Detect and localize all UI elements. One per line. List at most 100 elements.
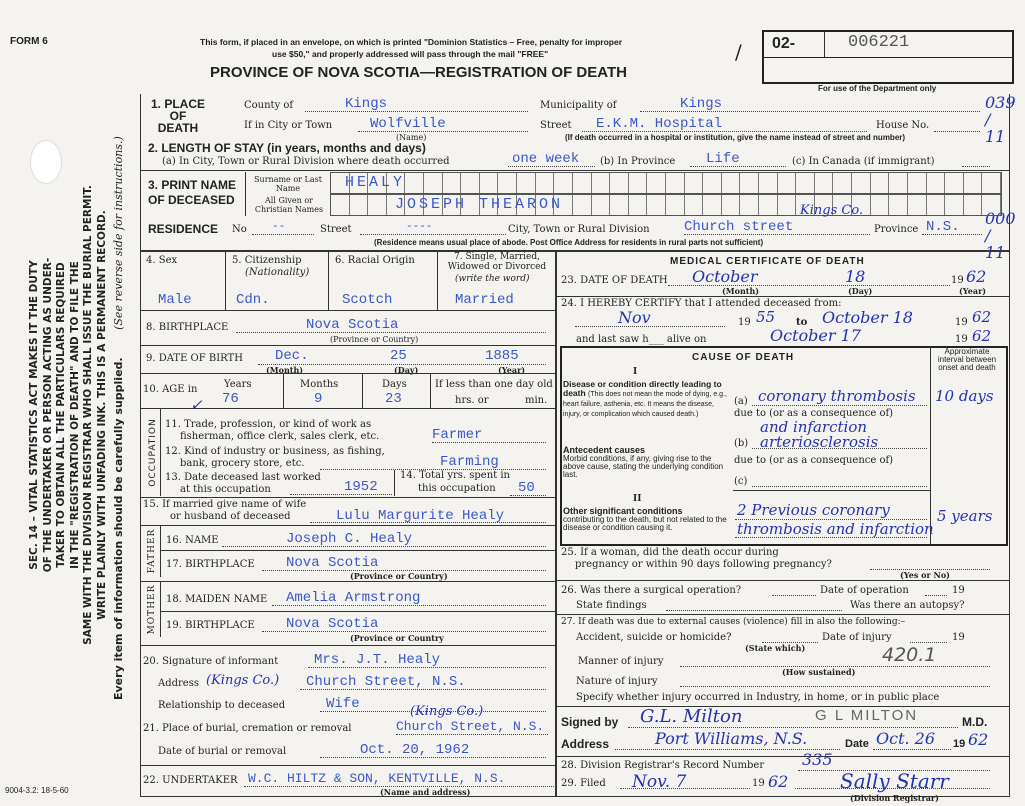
total-years-field[interactable]: 50 (510, 481, 546, 496)
province-field[interactable]: N.S. (922, 220, 982, 235)
industry-label: 12. Kind of industry or business, as fis… (165, 446, 385, 457)
due-to-label: due to (or as a consequence of) (734, 408, 894, 419)
cause-of-death-box (560, 346, 1008, 546)
birthplace-field[interactable]: Nova Scotia (236, 318, 546, 333)
attended-to: October 18 (822, 308, 913, 327)
signed-by-field[interactable] (628, 727, 958, 728)
racial-value[interactable]: Scotch (342, 292, 393, 308)
trade-field[interactable]: Farmer (432, 428, 546, 443)
surname-grid[interactable] (330, 172, 1002, 194)
province-label: Province (874, 224, 919, 235)
last-worked-field[interactable]: 1952 (290, 480, 392, 495)
letter-box (964, 195, 983, 215)
last-saw-year: 62 (972, 327, 992, 345)
manner-field[interactable] (680, 666, 990, 667)
maiden-name-field[interactable]: Amelia Armstrong (272, 591, 546, 606)
informant-field[interactable]: Mrs. J.T. Healy (308, 653, 546, 668)
burial-place-field[interactable]: Church Street, N.S. (396, 720, 548, 735)
spouse-field[interactable]: Lulu Margurite Healy (310, 509, 546, 523)
cause-c-field[interactable] (752, 486, 927, 487)
residence-street-field[interactable]: ---- (360, 221, 506, 235)
burial-date-field[interactable]: Oct. 20, 1962 (320, 743, 546, 758)
city-value: Wolfville (370, 116, 446, 132)
marital-value[interactable]: Married (455, 292, 514, 308)
findings-field[interactable] (666, 610, 842, 611)
letter-box (592, 173, 611, 193)
street-field[interactable]: E.K.M. Hospital (582, 117, 867, 132)
county-field[interactable]: Kings (305, 97, 528, 112)
age-days[interactable]: 23 (385, 391, 402, 407)
nature-field[interactable] (680, 686, 990, 687)
cause-a-field[interactable] (752, 405, 927, 406)
other-conditions-field-2[interactable] (735, 537, 927, 538)
q26-label: 26. Was there a surgical operation? (561, 585, 742, 596)
father-birthplace-label: 17. BIRTHPLACE (166, 559, 255, 570)
filed-year-prefix: 19 (752, 778, 765, 789)
industry-field[interactable]: Farming (320, 455, 546, 470)
side-line: TAKER TO OBTAIN ALL THE PARTICULARS REQU… (55, 262, 67, 568)
attended-to-year: 62 (972, 308, 992, 326)
residence-no-field[interactable]: -- (252, 221, 314, 235)
filed-label: 29. Filed (561, 778, 606, 789)
cause-b-field[interactable] (752, 448, 927, 449)
antecedent-note: Morbid conditions, if any, giving rise t… (563, 454, 724, 479)
undertaker-value: W.C. HILTZ & SON, KENTVILLE, N.S. (248, 771, 506, 786)
sex-value[interactable]: Male (158, 292, 192, 308)
citizenship-value[interactable]: Cdn. (236, 292, 270, 308)
stay-a-field[interactable]: one week (508, 152, 595, 167)
dob-field[interactable] (258, 364, 546, 365)
record-number-field[interactable] (798, 770, 990, 771)
letter-box (517, 195, 536, 215)
death-date-field[interactable] (668, 285, 950, 286)
house-field[interactable] (934, 131, 980, 132)
q25-field[interactable] (870, 569, 990, 570)
other-conditions-field[interactable] (735, 519, 927, 520)
letter-box (443, 173, 462, 193)
county-value: Kings (345, 96, 388, 112)
injury-date-field[interactable] (910, 642, 947, 643)
surname-value: HEALY (345, 174, 406, 191)
state-which-sub: (State which) (745, 643, 806, 653)
signature-date-label: Date (845, 738, 869, 750)
record-number-label: 28. Division Registrar's Record Number (561, 760, 765, 771)
city-field[interactable]: Wolfville (358, 117, 528, 132)
age-months[interactable]: 9 (314, 391, 323, 407)
attended-from-field[interactable] (575, 326, 725, 327)
given-names-grid[interactable] (330, 194, 1002, 216)
operation-date-field[interactable] (925, 595, 947, 596)
spouse-label-2: or husband of deceased (170, 511, 291, 522)
street-label: Street (540, 120, 572, 131)
registrar-signature: Sally Starr (840, 769, 949, 793)
direct-cause-title: Disease or condition directly leading to… (563, 379, 722, 398)
signature-date-field[interactable] (873, 749, 951, 750)
stay-c-field[interactable] (962, 166, 990, 167)
operation-field[interactable] (772, 595, 816, 596)
filed-field[interactable] (620, 788, 750, 789)
letter-box (610, 173, 629, 193)
stay-heading: 2. LENGTH OF STAY (in years, months and … (148, 141, 426, 155)
mother-birthplace-field[interactable]: Nova Scotia (262, 617, 546, 632)
municipality-field[interactable]: Kings (640, 97, 980, 112)
age-years[interactable]: 76 (222, 391, 239, 407)
father-birthplace-field[interactable]: Nova Scotia (262, 556, 546, 571)
letter-box (592, 195, 611, 215)
relationship-field[interactable]: Wife (320, 697, 546, 712)
total-years-value: 50 (518, 480, 535, 496)
birthplace-label: 8. BIRTHPLACE (146, 322, 229, 333)
medical-title: MEDICAL CERTIFICATE OF DEATH (670, 256, 865, 267)
informant-address-field[interactable]: Church Street, N.S. (300, 675, 546, 690)
letter-box (945, 195, 964, 215)
accident-field[interactable] (762, 642, 818, 643)
physician-address-field[interactable] (615, 749, 840, 750)
letter-box (498, 195, 518, 215)
registrar-field[interactable] (795, 788, 990, 789)
signature-year-prefix: 19 (953, 738, 966, 750)
undertaker-field[interactable]: W.C. HILTZ & SON, KENTVILLE, N.S. (244, 772, 554, 787)
letter-box (982, 173, 1001, 193)
residence-city-field[interactable]: Church street (684, 220, 870, 235)
father-name-field[interactable]: Joseph C. Healy (222, 532, 546, 547)
residence-no-value: -- (272, 221, 286, 233)
last-worked-value: 1952 (344, 479, 378, 495)
dept-only-note: For use of the Department only (818, 84, 937, 93)
stay-b-field[interactable]: Life (690, 152, 786, 167)
